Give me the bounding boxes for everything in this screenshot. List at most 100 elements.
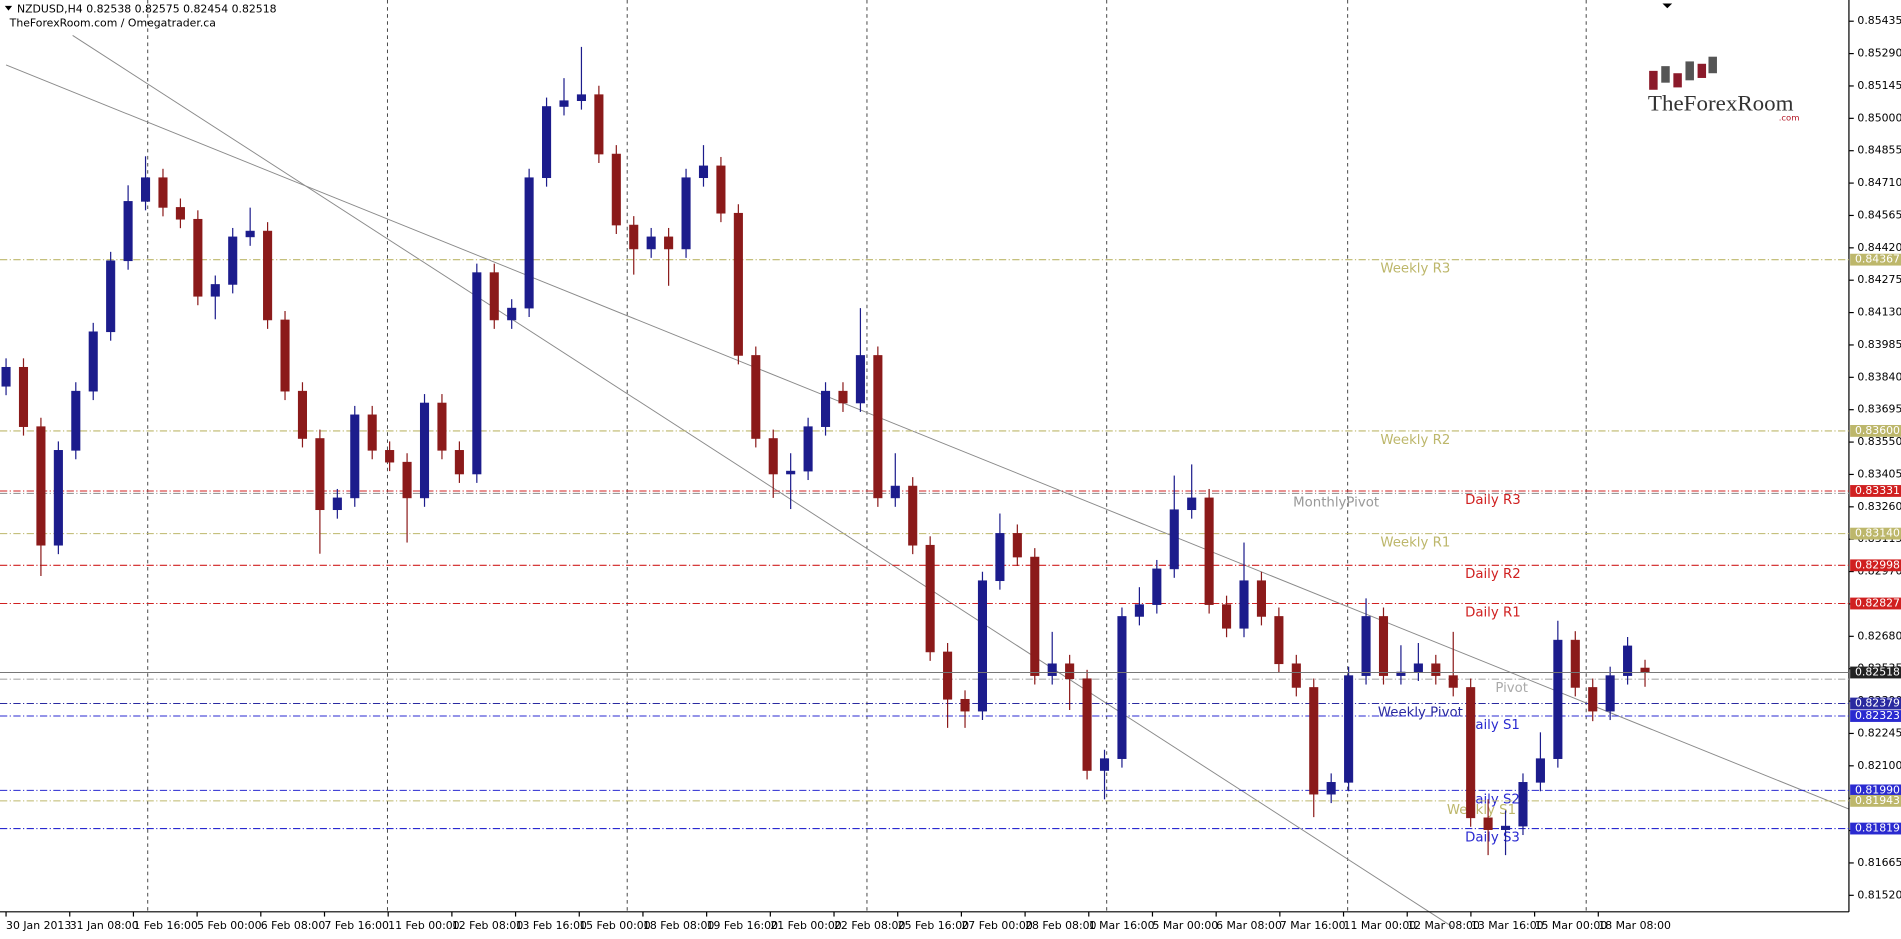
x-tick-label: 6 Feb 08:00 bbox=[261, 919, 326, 932]
level-price-box bbox=[1850, 597, 1901, 610]
y-tick-label: 0.83405 bbox=[1857, 468, 1901, 481]
candle-body bbox=[1291, 663, 1301, 688]
candle-body bbox=[1588, 687, 1598, 712]
y-tick-label: 0.84710 bbox=[1857, 176, 1901, 189]
candle-body bbox=[402, 461, 412, 499]
candle-body bbox=[106, 260, 116, 333]
candle-body bbox=[803, 426, 813, 472]
candle-body bbox=[1256, 580, 1266, 617]
candle-body bbox=[925, 544, 935, 653]
candle-body bbox=[1, 366, 11, 387]
last-price-box bbox=[1850, 666, 1901, 679]
candle-body bbox=[1344, 675, 1354, 783]
candle-body bbox=[524, 177, 534, 309]
candle-body bbox=[1518, 782, 1528, 827]
level-price-label: 0.83140 bbox=[1855, 527, 1900, 540]
logo-text: TheForexRoom bbox=[1648, 91, 1794, 116]
candle-body bbox=[594, 94, 604, 155]
level-price-label: 0.81990 bbox=[1855, 783, 1900, 796]
candle-body bbox=[1483, 817, 1493, 830]
period-separators bbox=[147, 0, 1587, 912]
candle-body bbox=[855, 355, 865, 404]
y-tick-label: 0.83550 bbox=[1857, 435, 1901, 448]
candle-body bbox=[385, 450, 395, 463]
candle-body bbox=[698, 165, 709, 179]
y-tick-label: 0.81665 bbox=[1857, 856, 1901, 869]
level-price-box bbox=[1850, 822, 1901, 835]
candle-body bbox=[977, 580, 988, 712]
candle-body bbox=[664, 236, 674, 250]
x-tick-label: 12 Feb 08:00 bbox=[452, 919, 524, 932]
x-tick-label: 28 Feb 08:00 bbox=[1025, 919, 1097, 932]
x-tick-label: 11 Feb 00:00 bbox=[388, 919, 460, 932]
candle-body bbox=[576, 94, 586, 101]
candle-body bbox=[1326, 782, 1336, 795]
level-price-label: 0.84367 bbox=[1855, 253, 1900, 266]
candle-body bbox=[280, 319, 290, 392]
candle-body bbox=[559, 100, 569, 107]
x-tick-label: 15 Mar 00:00 bbox=[1535, 919, 1608, 932]
y-tick-label: 0.82245 bbox=[1857, 727, 1901, 740]
x-tick-label: 7 Mar 16:00 bbox=[1280, 919, 1346, 932]
level-label: Weekly R3 bbox=[1380, 262, 1450, 277]
level-price-box bbox=[1850, 425, 1901, 437]
candle-body bbox=[350, 414, 360, 499]
x-tick-label: 15 Feb 00:00 bbox=[579, 919, 651, 932]
candle-body bbox=[1134, 604, 1144, 617]
menu-arrow[interactable] bbox=[4, 5, 13, 11]
candle-body bbox=[210, 284, 220, 297]
level-label: Weekly S1 bbox=[1447, 803, 1516, 818]
candle-body bbox=[733, 212, 743, 356]
x-tick-label: 30 Jan 2013 bbox=[6, 919, 71, 932]
chart-header: NZDUSD,H4 0.82538 0.82575 0.82454 0.8251… bbox=[17, 3, 277, 16]
level-label: Daily R3 bbox=[1465, 493, 1521, 508]
x-tick-label: 11 Mar 00:00 bbox=[1344, 919, 1417, 932]
candle-body bbox=[542, 106, 552, 179]
candle-body bbox=[1239, 580, 1249, 629]
candle-body bbox=[873, 355, 883, 499]
candle-body bbox=[454, 450, 464, 475]
candle-body bbox=[419, 402, 430, 499]
level-label: Pivot bbox=[1495, 681, 1528, 696]
x-tick-label: 7 Feb 16:00 bbox=[325, 919, 390, 932]
level-price-label: 0.83600 bbox=[1855, 424, 1900, 437]
candle-body bbox=[472, 272, 482, 475]
level-label: MonthlyPivot bbox=[1293, 495, 1379, 510]
candle-body bbox=[1030, 556, 1040, 676]
x-tick-label: 22 Feb 08:00 bbox=[834, 919, 906, 932]
candle-body bbox=[228, 236, 238, 285]
y-tick-label: 0.84130 bbox=[1857, 306, 1901, 319]
candle-body bbox=[1169, 509, 1179, 570]
candle-body bbox=[175, 207, 185, 220]
level-label: Weekly Pivot bbox=[1378, 706, 1463, 721]
level-price-box bbox=[1850, 784, 1901, 797]
candle-body bbox=[36, 426, 46, 546]
level-price-label: 0.82827 bbox=[1855, 597, 1900, 610]
candle-body bbox=[263, 230, 273, 321]
x-tick-label: 1 Mar 16:00 bbox=[1089, 919, 1155, 932]
candle-body bbox=[1413, 663, 1423, 673]
y-tick-label: 0.82100 bbox=[1857, 759, 1901, 772]
level-label: Daily S2 bbox=[1465, 792, 1520, 807]
candle-body bbox=[1361, 616, 1371, 676]
level-price-label: 0.82323 bbox=[1855, 709, 1900, 722]
candle-body bbox=[1466, 687, 1476, 819]
candle-body bbox=[1187, 497, 1197, 511]
x-tick-label: 19 Feb 16:00 bbox=[707, 919, 779, 932]
candle-body bbox=[908, 485, 918, 546]
candle-body bbox=[1309, 687, 1319, 795]
y-tick-label: 0.84855 bbox=[1857, 144, 1901, 157]
candle-body bbox=[943, 651, 953, 700]
candle-body bbox=[437, 402, 447, 451]
level-price-label: 0.82379 bbox=[1855, 697, 1900, 710]
shift-marker bbox=[1662, 3, 1673, 9]
x-tick-label: 12 Mar 08:00 bbox=[1407, 919, 1480, 932]
level-label: Weekly R2 bbox=[1380, 433, 1450, 448]
candle-body bbox=[489, 272, 499, 321]
candle-body bbox=[1535, 758, 1545, 783]
candle-body bbox=[193, 218, 203, 297]
y-tick-label: 0.83985 bbox=[1857, 338, 1901, 351]
candle-body bbox=[1065, 663, 1075, 680]
